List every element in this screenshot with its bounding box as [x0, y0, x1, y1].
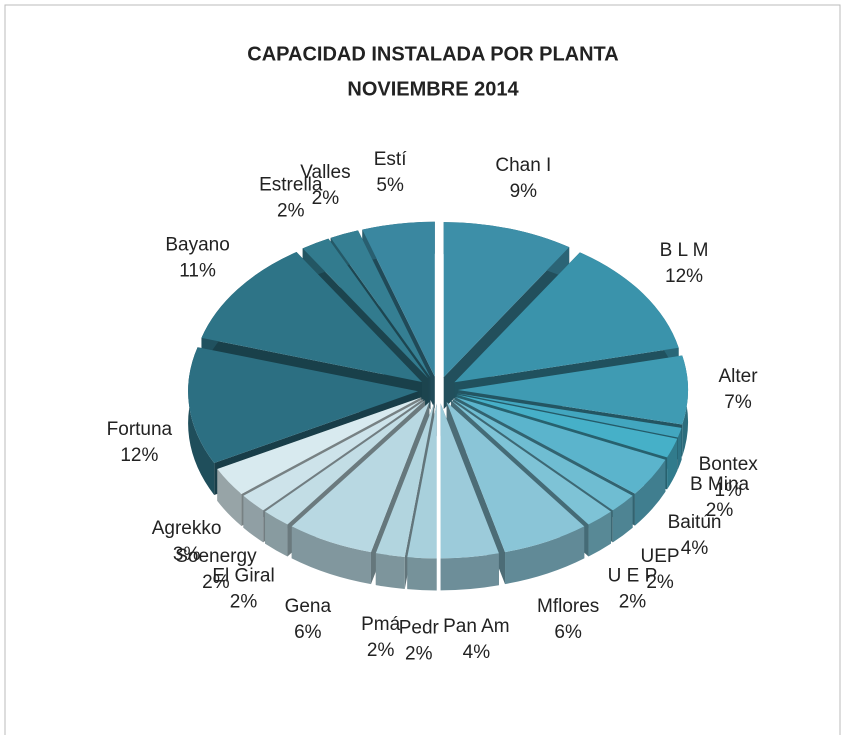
- slice-value-label: 7%: [724, 392, 752, 413]
- slice-label: Soenergy: [175, 546, 257, 567]
- slice-value-label: 3%: [173, 544, 201, 565]
- slice-value-label: 2%: [646, 572, 674, 593]
- slice-value-label: 2%: [202, 572, 230, 593]
- slice-top: [243, 399, 424, 511]
- slice-side: [667, 438, 678, 490]
- slice-top: [217, 397, 422, 494]
- slice-value-label: 2%: [277, 200, 305, 221]
- slice-label: B L M: [660, 240, 709, 261]
- slice-top: [440, 403, 499, 559]
- slice-top: [456, 394, 678, 458]
- slice-label: Alter: [718, 366, 758, 387]
- slice-value-label: 12%: [120, 445, 158, 466]
- slice-top: [458, 355, 688, 425]
- slice-top: [265, 400, 426, 525]
- slice-label: Baitún: [668, 512, 722, 533]
- slice-value-label: 4%: [681, 538, 709, 559]
- slice-side: [243, 495, 264, 543]
- slice: [407, 403, 437, 591]
- slice-label: Pan Am: [443, 616, 510, 637]
- slice-top: [452, 399, 633, 511]
- slice-label: B Mina: [690, 474, 750, 495]
- slice-side: [612, 495, 633, 543]
- slice-value-label: 11%: [179, 260, 216, 281]
- slice-top: [362, 221, 435, 377]
- slice-top: [407, 403, 437, 559]
- slice-side: [634, 459, 666, 526]
- slice-top: [450, 400, 611, 525]
- slice-top: [375, 403, 435, 557]
- slice-value-label: 9%: [510, 181, 538, 202]
- slice-value-label: 2%: [619, 592, 647, 613]
- slice: [440, 403, 499, 591]
- slice-side: [440, 553, 499, 591]
- slice-top: [457, 393, 682, 438]
- slice-label: Estí: [374, 149, 407, 170]
- slice-side: [505, 526, 585, 585]
- slice-side: [291, 526, 371, 585]
- slice-value-label: 5%: [376, 175, 404, 196]
- slice-side: [677, 427, 682, 470]
- slice-side: [407, 557, 437, 591]
- slice-top: [455, 396, 666, 494]
- slice-label: UEP: [641, 546, 680, 567]
- slice-side: [588, 511, 611, 557]
- slice-value-label: 4%: [463, 642, 491, 663]
- slice-value-label: 6%: [554, 622, 582, 643]
- slice-label: Estrella: [259, 174, 323, 195]
- slice-label: U E P: [608, 566, 658, 587]
- slice-top: [291, 402, 430, 553]
- slice-label: El Giral: [212, 566, 274, 587]
- slice-label: Bayano: [165, 234, 229, 255]
- slice-top: [454, 252, 679, 383]
- slice-top: [201, 252, 422, 382]
- slice-value-label: 2%: [405, 644, 433, 665]
- slice-top: [302, 238, 429, 379]
- slice-label: Gena: [285, 596, 332, 617]
- slice-label: Pmá: [361, 614, 401, 635]
- slice-label: Agrekko: [152, 518, 222, 539]
- slice-side: [375, 553, 405, 589]
- slice-value-label: 2%: [230, 592, 258, 613]
- slice-label: Valles: [300, 162, 350, 183]
- slice-top: [188, 347, 419, 463]
- slice-value-label: 2%: [367, 640, 395, 661]
- slice-top: [443, 222, 570, 378]
- chart-title: CAPACIDAD INSTALADA POR PLANTA: [247, 43, 618, 65]
- slice-label: Mflores: [537, 596, 599, 617]
- slice-label: Chan I: [495, 155, 551, 176]
- slice-top: [330, 230, 431, 378]
- slice-value-label: 2%: [706, 500, 734, 521]
- slice-label: Bontex: [699, 454, 759, 475]
- chart-subtitle: NOVIEMBRE 2014: [347, 78, 519, 100]
- pie: [188, 221, 688, 591]
- slice-side: [265, 511, 288, 557]
- slice-value-label: 12%: [665, 266, 703, 287]
- slice-value-label: 2%: [312, 188, 340, 209]
- slice-value-label: 1%: [714, 480, 742, 501]
- slice-label: Fortuna: [107, 419, 173, 440]
- slice-side: [217, 469, 242, 526]
- slice-label: Pedr: [399, 618, 440, 639]
- slice-value-label: 6%: [294, 622, 322, 643]
- slice-top: [446, 402, 585, 553]
